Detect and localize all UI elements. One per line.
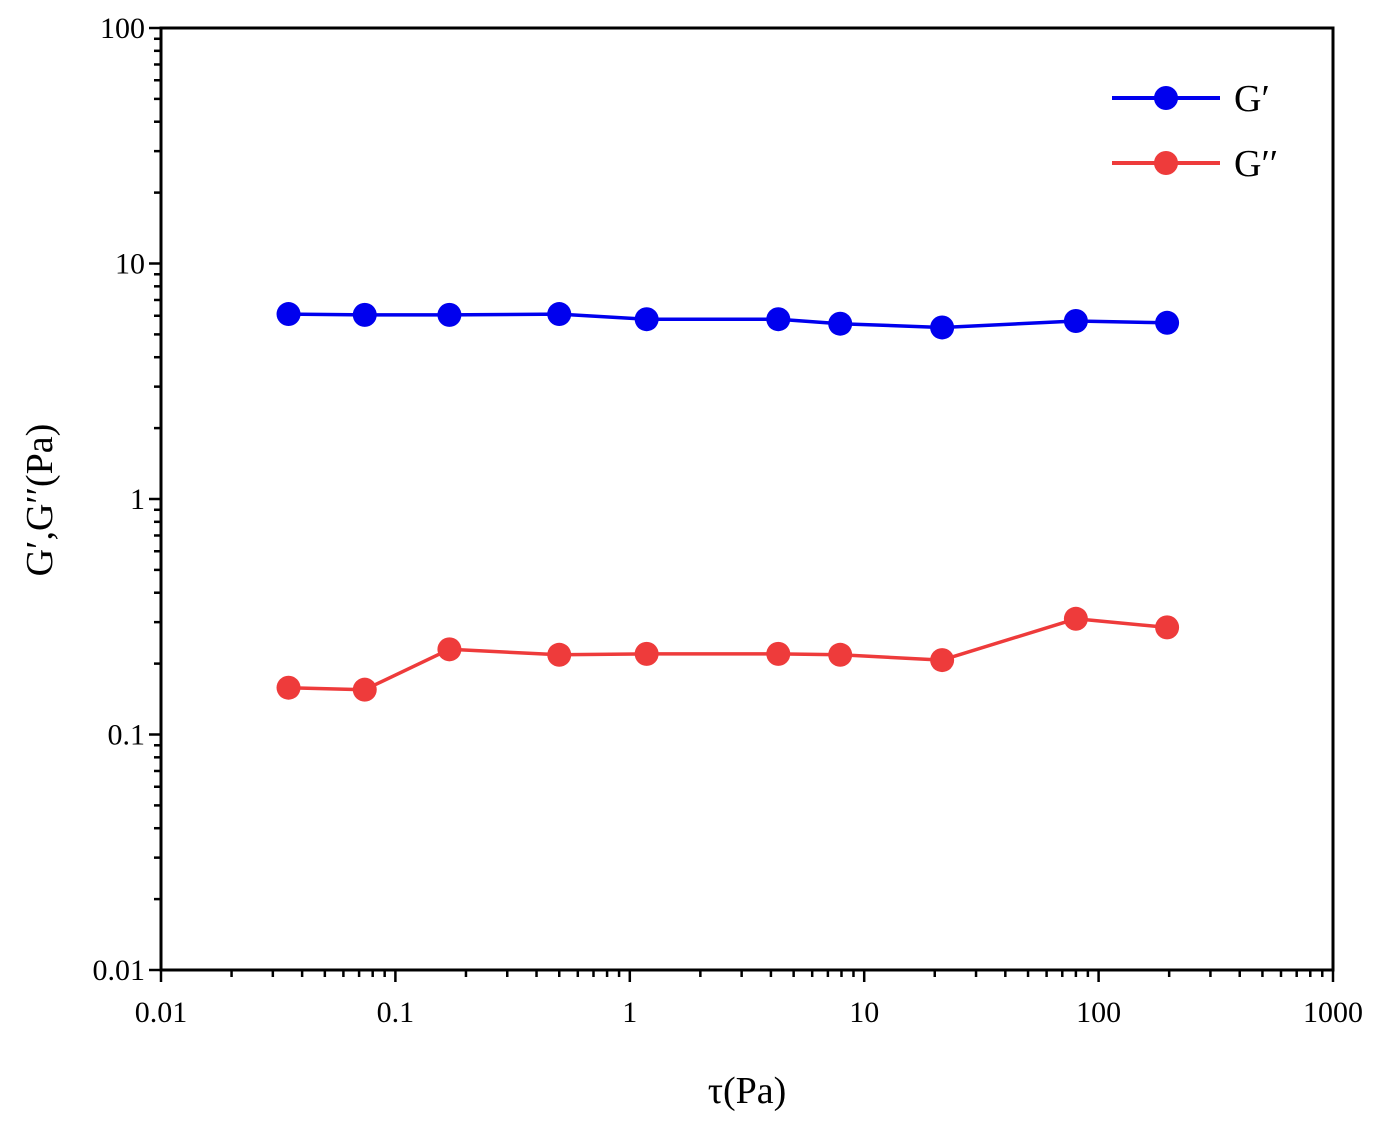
data-point [437,302,462,327]
data-point [437,637,462,662]
data-point [352,302,377,327]
legend-item-g-prime: G′ [1112,78,1270,120]
data-point [930,648,955,673]
x-axis-title: τ(Pa) [708,1070,787,1112]
legend-item-g-double-prime: G′′ [1112,143,1278,185]
x-tick-label: 100 [1076,996,1121,1029]
data-point [352,677,377,702]
data-point [276,675,301,700]
legend-marker-g-double-prime [1154,151,1178,175]
legend-marker-g-prime [1154,86,1178,110]
y-tick-label: 100 [100,12,145,45]
series-line [288,617,1168,692]
legend-label-g-prime: G′ [1234,78,1270,120]
series-line [288,312,1168,330]
series-g-double-prime [276,606,1180,702]
axis-ticks [149,26,1335,982]
data-point [634,641,659,666]
legend-label-g-double-prime: G′′ [1234,143,1278,185]
x-tick-label: 1 [622,996,637,1029]
data-point [1155,310,1180,335]
legend: G′ G′′ [1112,78,1278,185]
tick-labels: 0.01 0.1 1 10 100 1000 0.01 0.1 1 10 100 [93,12,1364,1029]
data-point [1063,606,1088,631]
data-point [634,307,659,332]
y-axis-title: G′,G′′(Pa) [19,424,61,577]
series-g-prime [276,302,1180,340]
data-point [1155,615,1180,640]
data-point [547,302,572,327]
y-tick-label: 0.1 [108,719,146,752]
y-tick-label: 0.01 [93,954,146,987]
x-tick-label: 10 [849,996,879,1029]
plot-frame [159,26,1335,972]
data-point [930,315,955,340]
data-point [276,302,301,327]
x-tick-label: 1000 [1303,996,1363,1029]
y-tick-label: 1 [130,483,145,516]
y-tick-label: 10 [115,248,145,281]
data-point [828,642,853,667]
data-point [766,641,791,666]
data-point [547,642,572,667]
data-point [1063,308,1088,333]
x-tick-label: 0.1 [377,996,415,1029]
x-tick-label: 0.01 [135,996,188,1029]
data-point [766,307,791,332]
data-point [828,311,853,336]
series-layer [276,302,1180,702]
